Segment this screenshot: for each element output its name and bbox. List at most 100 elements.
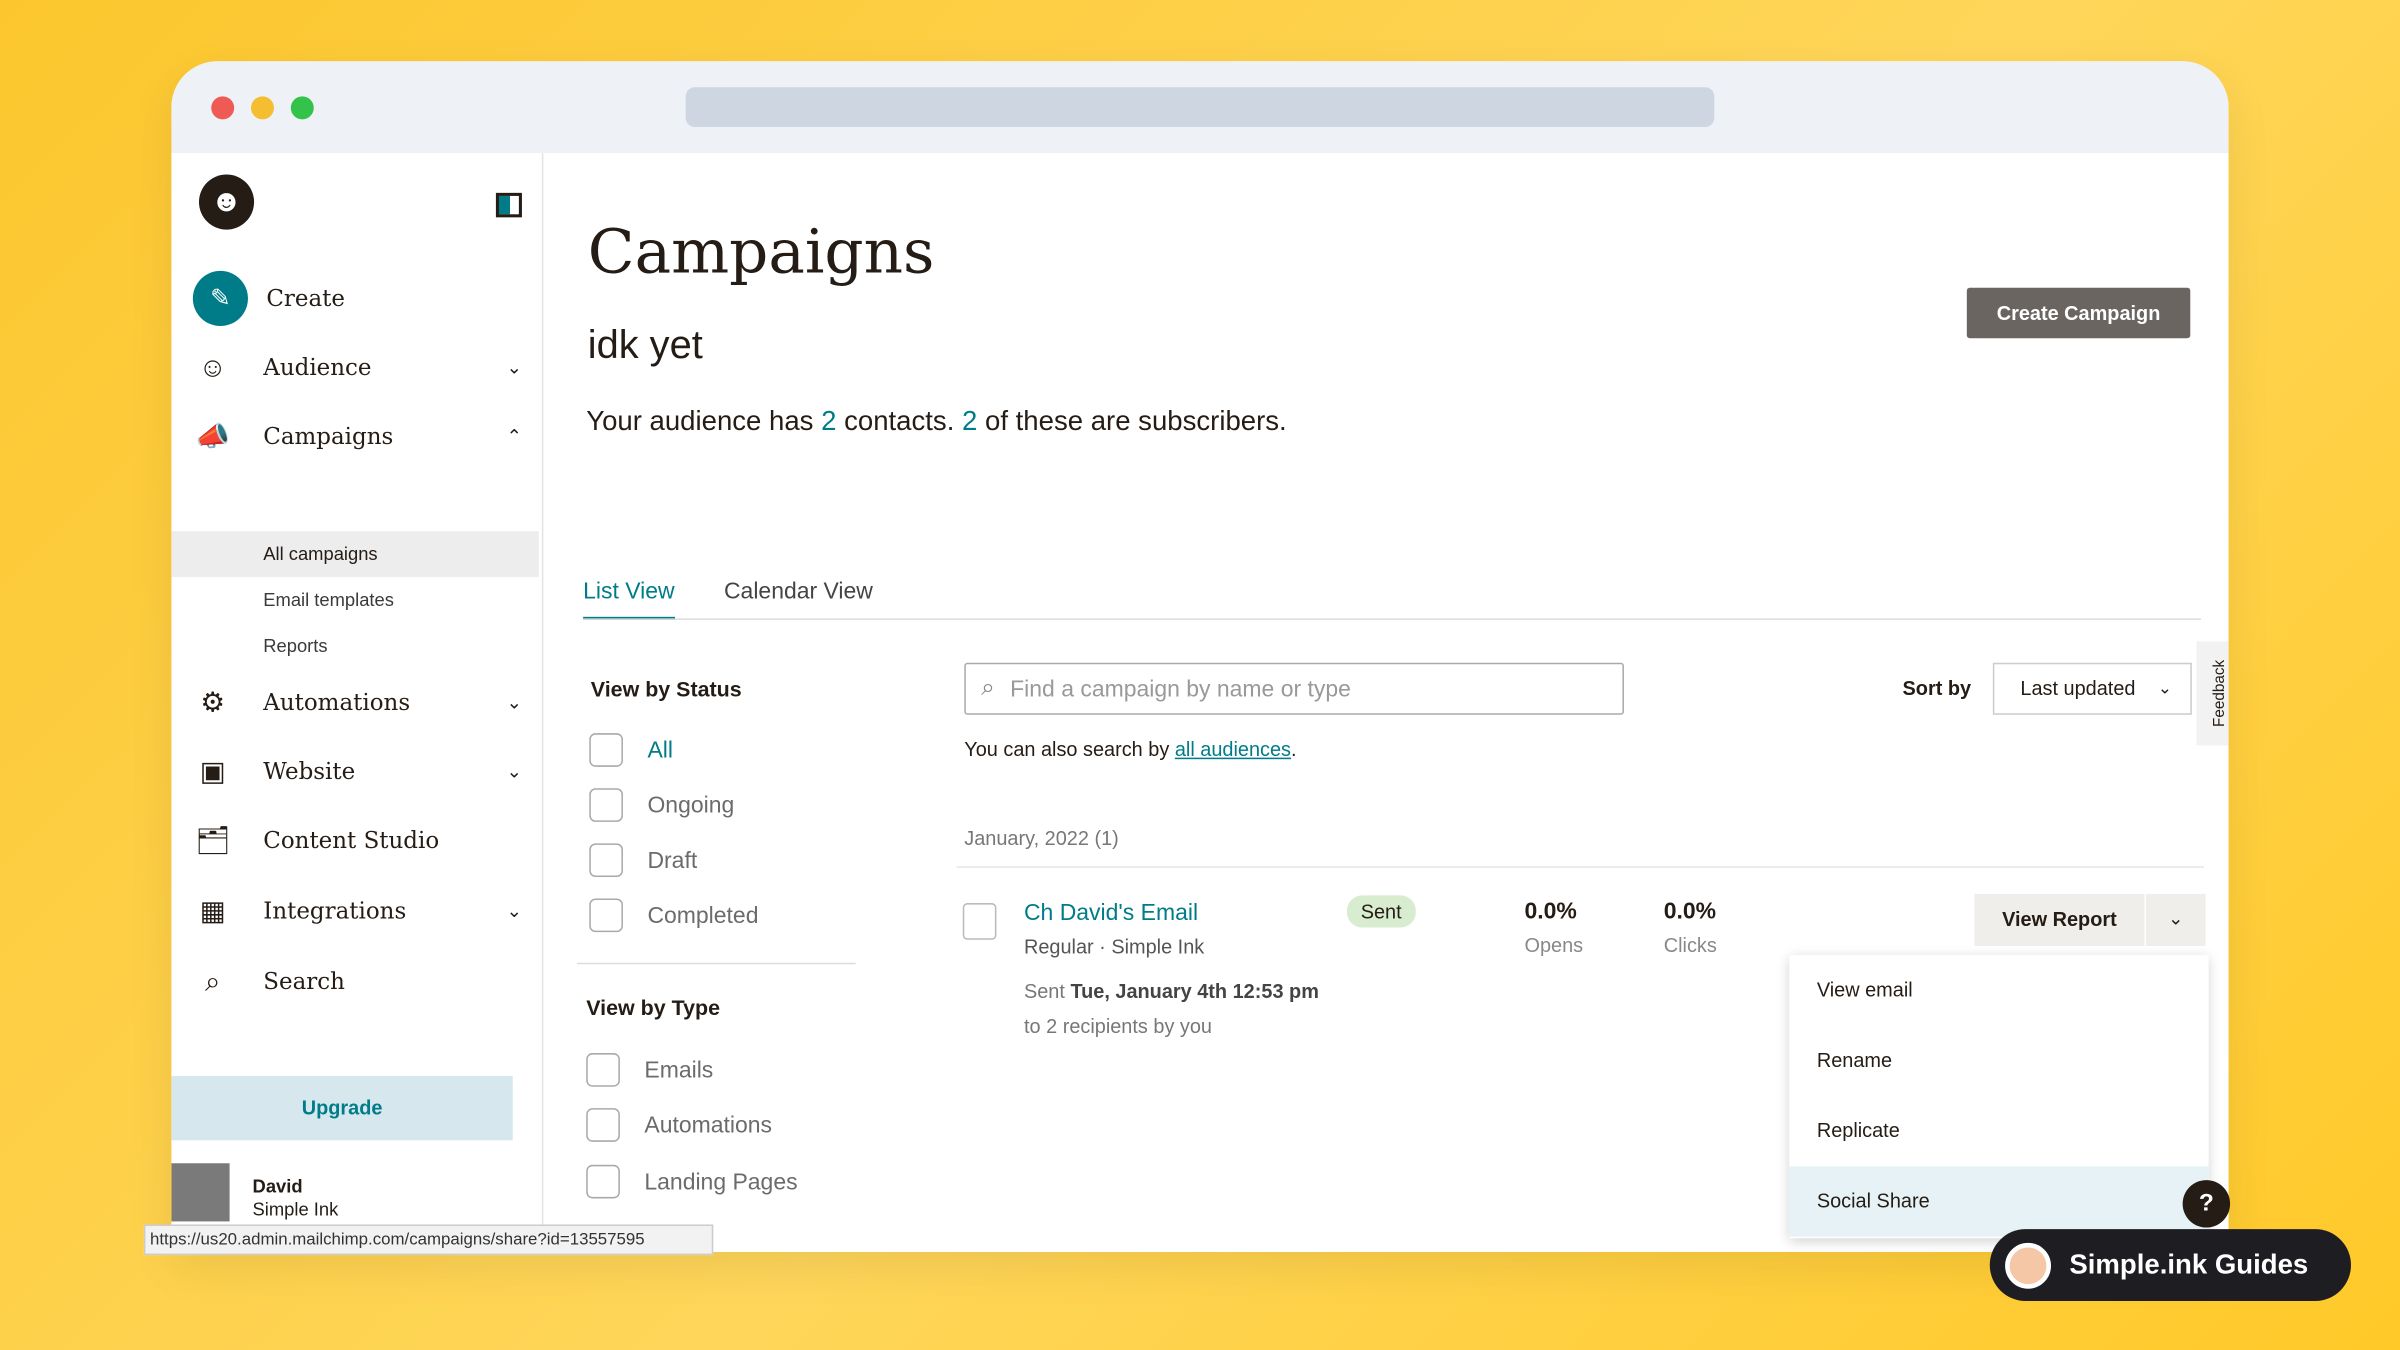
create-campaign-button[interactable]: Create Campaign bbox=[1966, 287, 2191, 339]
group-heading: January, 2022 (1) bbox=[964, 826, 1119, 850]
sidebar-item-label: Content Studio bbox=[263, 826, 440, 855]
campaign-search-input[interactable]: ⌕ Find a campaign by name or type bbox=[964, 662, 1624, 715]
sidebar-item-campaigns[interactable]: 📣 Campaigns ⌃ bbox=[193, 416, 522, 456]
chevron-down-icon: ⌄ bbox=[2157, 679, 2172, 698]
sidebar-item-label: Integrations bbox=[263, 896, 407, 925]
opens-label: Opens bbox=[1524, 933, 1584, 957]
status-filter-title: View by Status bbox=[590, 676, 742, 702]
user-org: Simple Ink bbox=[252, 1198, 339, 1220]
megaphone-icon: 📣 bbox=[195, 420, 230, 451]
help-button[interactable]: ? bbox=[2182, 1180, 2231, 1228]
type-filter-landing-pages[interactable]: Landing Pages bbox=[586, 1164, 798, 1199]
contacts-count[interactable]: 2 bbox=[821, 405, 837, 437]
sidebar-item-website[interactable]: ▣ Website ⌄ bbox=[193, 752, 522, 792]
sidebar-sub-all-campaigns[interactable]: All campaigns bbox=[171, 531, 539, 578]
chevron-down-icon: ⌄ bbox=[506, 691, 522, 714]
group-divider bbox=[956, 866, 2205, 868]
hint-text: You can also search by bbox=[964, 737, 1175, 761]
sidebar-item-automations[interactable]: ⚙ Automations ⌄ bbox=[193, 683, 522, 723]
email-campaign-icon bbox=[962, 903, 997, 940]
status-filter-completed[interactable]: Completed bbox=[589, 898, 759, 933]
collapse-sidebar-icon[interactable] bbox=[495, 192, 522, 218]
tab-list-view[interactable]: List View bbox=[583, 579, 675, 620]
sidebar-item-integrations[interactable]: ▦ Integrations ⌄ bbox=[193, 891, 522, 931]
sort-select[interactable]: Last updated ⌄ bbox=[1992, 662, 2192, 715]
simple-ink-logo bbox=[2005, 1242, 2052, 1288]
address-bar[interactable] bbox=[685, 87, 1715, 128]
audience-name: idk yet bbox=[587, 321, 703, 368]
completed-icon bbox=[589, 898, 623, 933]
sidebar-item-label: Campaigns bbox=[263, 422, 394, 450]
status-filter-draft[interactable]: Draft bbox=[589, 843, 698, 878]
menu-item-rename[interactable]: Rename bbox=[1816, 1048, 1893, 1072]
sidebar: ☻ ✎ Create ☺ Audience ⌄ 📣 Campaigns ⌃ All ca… bbox=[171, 153, 544, 1253]
integrations-icon: ▦ bbox=[199, 894, 226, 926]
tab-calendar-view[interactable]: Calendar View bbox=[723, 578, 873, 605]
sidebar-sub-reports[interactable]: Reports bbox=[263, 635, 328, 657]
page-title: Campaigns bbox=[587, 217, 935, 288]
subscribers-count[interactable]: 2 bbox=[962, 405, 978, 437]
summary-text: contacts. bbox=[836, 405, 963, 437]
filter-divider bbox=[577, 962, 856, 965]
mailchimp-logo[interactable]: ☻ bbox=[198, 174, 255, 230]
filter-label: All bbox=[647, 736, 673, 764]
ongoing-icon bbox=[589, 788, 623, 822]
all-audiences-link[interactable]: all audiences bbox=[1174, 737, 1291, 761]
sidebar-item-create[interactable]: ✎ Create bbox=[192, 270, 522, 327]
menu-item-view-email[interactable]: View email bbox=[1816, 978, 1913, 1002]
sidebar-item-label: Search bbox=[263, 967, 345, 995]
badge-label: Simple.ink Guides bbox=[2069, 1248, 2309, 1280]
sent-prefix: Sent bbox=[1023, 979, 1071, 1003]
pencil-icon: ✎ bbox=[192, 270, 248, 327]
upgrade-button[interactable]: Upgrade bbox=[171, 1076, 513, 1141]
campaign-meta: Regular · Simple Ink bbox=[1023, 935, 1205, 959]
type-filter-automations[interactable]: Automations bbox=[586, 1108, 772, 1142]
close-window-button[interactable] bbox=[211, 96, 235, 120]
menu-item-replicate[interactable]: Replicate bbox=[1816, 1118, 1900, 1142]
filter-label: Automations bbox=[644, 1111, 773, 1139]
filter-label: Completed bbox=[647, 902, 759, 929]
feedback-tab[interactable]: Feedback bbox=[2196, 641, 2229, 746]
status-filter-ongoing[interactable]: Ongoing bbox=[589, 788, 734, 822]
status-filter-all[interactable]: All bbox=[589, 733, 673, 767]
status-bar-url: https://us20.admin.mailchimp.com/campaig… bbox=[143, 1224, 714, 1256]
sidebar-sub-email-templates[interactable]: Email templates bbox=[263, 589, 394, 611]
recipients-info: to 2 recipients by you bbox=[1023, 1014, 1213, 1038]
avatar[interactable] bbox=[171, 1163, 230, 1222]
type-filter-emails[interactable]: Emails bbox=[586, 1053, 713, 1087]
user-name: David bbox=[252, 1175, 303, 1197]
clicks-value: 0.0% bbox=[1663, 898, 1717, 925]
filter-label: Draft bbox=[647, 847, 698, 874]
sent-date: Tue, January 4th 12:53 pm bbox=[1070, 979, 1319, 1003]
sidebar-item-search[interactable]: ⌕ Search bbox=[193, 961, 522, 1001]
email-icon bbox=[586, 1053, 620, 1087]
browser-window: ☻ ✎ Create ☺ Audience ⌄ 📣 Campaigns ⌃ All ca… bbox=[171, 61, 2229, 1253]
opens-value: 0.0% bbox=[1524, 898, 1577, 925]
search-hint: You can also search by all audiences. bbox=[964, 738, 1296, 761]
chevron-down-icon: ⌄ bbox=[506, 899, 522, 922]
hint-text: . bbox=[1290, 737, 1297, 761]
minimize-window-button[interactable] bbox=[251, 96, 274, 120]
sidebar-item-label: Audience bbox=[263, 353, 372, 382]
chevron-down-icon: ⌄ bbox=[506, 760, 522, 783]
view-report-button[interactable]: View Report bbox=[1974, 893, 2145, 946]
all-icon bbox=[589, 733, 623, 767]
simple-ink-guides-badge[interactable]: Simple.ink Guides bbox=[1989, 1229, 2352, 1302]
status-badge: Sent bbox=[1346, 895, 1416, 928]
menu-item-social-share[interactable]: Social Share bbox=[1789, 1166, 2209, 1237]
main-content: Campaigns Create Campaign idk yet Your a… bbox=[546, 153, 2229, 1252]
filter-label: Emails bbox=[644, 1056, 714, 1083]
sidebar-item-label: Website bbox=[263, 757, 356, 786]
maximize-window-button[interactable] bbox=[290, 96, 314, 120]
content-studio-icon: 🗂 bbox=[195, 824, 231, 855]
filter-label: Landing Pages bbox=[644, 1168, 798, 1195]
sidebar-item-audience[interactable]: ☺ Audience ⌄ bbox=[193, 347, 522, 387]
draft-icon bbox=[589, 843, 623, 878]
sidebar-item-content-studio[interactable]: 🗂 Content Studio bbox=[193, 820, 522, 860]
campaign-name-link[interactable]: Ch David's Email bbox=[1023, 899, 1199, 927]
report-dropdown-toggle[interactable]: ⌄ bbox=[2145, 893, 2206, 946]
filter-label: Ongoing bbox=[647, 792, 735, 819]
campaign-actions-menu: View email Rename Replicate Social Share bbox=[1789, 955, 2209, 1239]
website-icon: ▣ bbox=[199, 755, 226, 786]
chevron-up-icon: ⌃ bbox=[506, 425, 522, 447]
